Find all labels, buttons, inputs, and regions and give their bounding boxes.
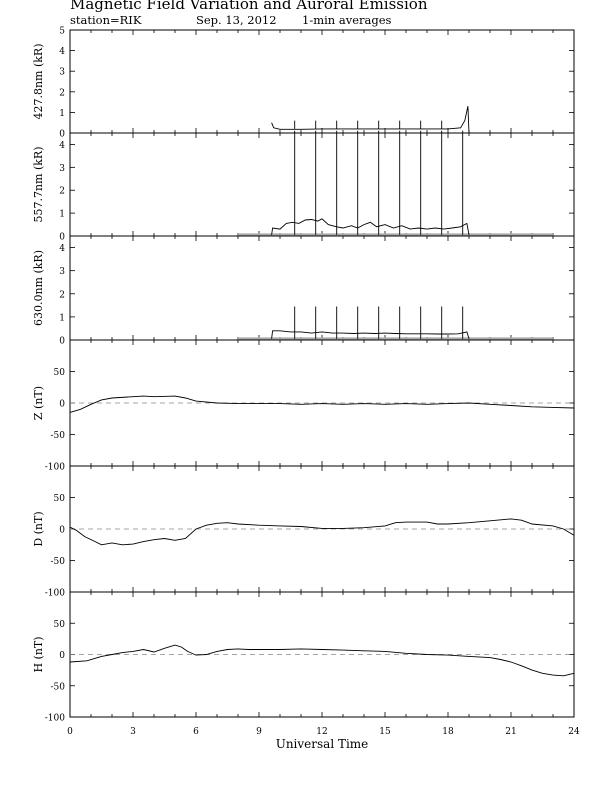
x-tick-label: 21 [505,727,516,737]
panel-4-series-line [69,518,575,546]
panel-3-ytick-label: -100 [45,463,65,473]
chart-title: Magnetic Field Variation and Auroral Emi… [70,0,428,13]
x-tick-label: 0 [67,727,73,737]
panel-4-ytick-label: 50 [54,494,66,504]
panel-5-ytick-label: 0 [59,651,65,661]
panel-2-series-line [271,330,470,339]
x-tick-label: 6 [193,727,199,737]
panel-2-ytick-label: 0 [59,337,65,347]
x-axis-label: Universal Time [276,737,369,751]
averaging-label: 1-min averages [302,13,392,27]
panel-0-series-line [271,106,470,134]
panel-2-ylabel: 630.0nm (kR) [32,250,45,326]
panel-0-ytick-label: 1 [59,109,65,119]
panel-3-ytick-label: 50 [54,368,66,378]
panel-1-ytick-label: 2 [59,187,65,197]
date-label: Sep. 13, 2012 [196,13,277,27]
panel-3-ytick-label: 0 [59,400,65,410]
panel-2-ytick-label: 4 [59,244,65,254]
panel-0-ytick-label: 2 [59,88,65,98]
panel-0-frame [69,29,575,134]
x-tick-label: 15 [379,727,391,737]
panel-1-ytick-label: 0 [59,233,65,243]
panel-1-ytick-label: 1 [59,210,65,220]
panel-5-ytick-label: -50 [51,682,66,692]
panel-0-ytick-label: 3 [59,68,65,78]
panel-2-ytick-label: 1 [59,313,65,323]
panel-1-series-line [271,218,470,235]
panel-5-series-line [69,644,575,677]
panel-1-ytick-label: 3 [59,164,65,174]
panel-0-ylabel: 427.8nm (kR) [32,43,45,119]
x-tick-label: 3 [130,727,136,737]
panel-3-ytick-label: -50 [51,431,66,441]
panel-2-ytick-label: 2 [59,290,65,300]
panel-1-ytick-label: 4 [59,141,65,151]
panel-5-ylabel: H (nT) [32,636,45,672]
panel-0-ytick-label: 4 [59,47,65,57]
x-tick-label: 12 [316,727,327,737]
station-label: station=RIK [70,13,142,27]
panel-2-frame [69,235,575,341]
panel-5-ytick-label: 50 [54,620,66,630]
panel-1-frame [69,132,575,237]
panel-2-ytick-label: 3 [59,267,65,277]
x-tick-label: 18 [442,727,454,737]
panel-0-ytick-label: 0 [59,130,65,140]
panel-4-ylabel: D (nT) [32,511,45,546]
panel-0-ytick-label: 5 [59,27,65,37]
panel-1-ylabel: 557.7nm (kR) [32,146,45,222]
panel-5-ytick-label: -100 [45,714,65,724]
panel-4-ytick-label: 0 [59,526,65,536]
x-tick-label: 24 [568,727,580,737]
panel-4-ytick-label: -100 [45,589,65,599]
panel-4-ytick-label: -50 [51,557,66,567]
panel-3-series-line [69,395,575,413]
panel-3-ylabel: Z (nT) [32,386,45,420]
x-tick-label: 9 [256,727,262,737]
